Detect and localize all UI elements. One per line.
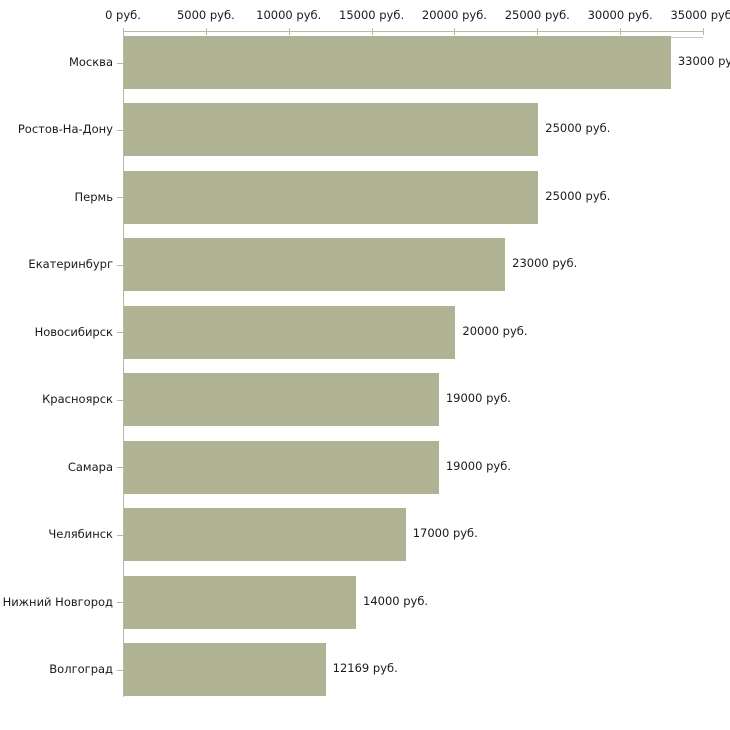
x-axis-line bbox=[123, 31, 703, 32]
x-tick-mark bbox=[372, 28, 373, 35]
bar[interactable] bbox=[124, 440, 439, 494]
category-label: Москва bbox=[68, 55, 113, 69]
bar-value-label: 20000 руб. bbox=[462, 323, 528, 338]
bar[interactable] bbox=[124, 170, 539, 224]
bar[interactable] bbox=[124, 508, 406, 562]
bar-value-label: 33000 руб bbox=[677, 54, 730, 68]
y-tick-mark bbox=[117, 332, 123, 333]
bar-group: Москва 33000 руб bbox=[0, 36, 730, 89]
x-tick-label: 35000 руб. bbox=[670, 8, 730, 22]
y-tick-mark bbox=[117, 130, 123, 131]
category-label: Нижний Новгород bbox=[2, 594, 113, 609]
x-tick-mark bbox=[206, 28, 207, 35]
bar-group: Новосибирск 20000 руб. bbox=[0, 305, 730, 359]
y-axis-line bbox=[123, 31, 124, 697]
bar[interactable] bbox=[124, 643, 326, 697]
bar[interactable] bbox=[124, 373, 439, 427]
bar-value-label: 23000 руб. bbox=[512, 256, 578, 271]
x-tick-label: 25000 руб. bbox=[504, 8, 570, 22]
y-tick-mark bbox=[117, 265, 123, 266]
x-tick-label: 20000 руб. bbox=[421, 8, 487, 22]
x-tick-label: 15000 руб. bbox=[339, 8, 405, 22]
x-tick-label: 0 руб. bbox=[105, 8, 141, 22]
x-tick-label: 10000 руб. bbox=[256, 8, 322, 22]
y-tick-mark bbox=[117, 400, 123, 401]
bar-group: Ростов-На-Дону 25000 руб. bbox=[0, 103, 730, 157]
bar-value-label: 25000 руб. bbox=[545, 121, 611, 136]
category-label: Новосибирск bbox=[34, 324, 113, 339]
bar[interactable] bbox=[124, 36, 671, 89]
y-tick-mark bbox=[117, 535, 123, 536]
y-tick-mark bbox=[117, 467, 123, 468]
bar-group: Красноярск 19000 руб. bbox=[0, 373, 730, 427]
x-tick-label: 5000 руб. bbox=[176, 8, 235, 22]
bar-value-label: 14000 руб. bbox=[363, 593, 429, 608]
y-tick-mark bbox=[117, 197, 123, 198]
bar[interactable] bbox=[124, 103, 539, 157]
x-tick-label: 30000 руб. bbox=[587, 8, 653, 22]
bar-value-label: 19000 руб. bbox=[445, 391, 511, 406]
category-label: Челябинск bbox=[48, 527, 113, 542]
category-label: Ростов-На-Дону bbox=[17, 122, 113, 137]
bar-group: Нижний Новгород 14000 руб. bbox=[0, 575, 730, 629]
bar[interactable] bbox=[124, 575, 356, 629]
category-label: Пермь bbox=[74, 189, 113, 204]
category-label: Екатеринбург bbox=[28, 257, 113, 272]
x-tick-mark bbox=[537, 28, 538, 35]
bar-group: Пермь 25000 руб. bbox=[0, 170, 730, 224]
x-tick-mark bbox=[289, 28, 290, 35]
y-tick-mark bbox=[117, 63, 123, 64]
bar-group: Самара 19000 руб. bbox=[0, 440, 730, 494]
category-label: Волгоград bbox=[49, 662, 113, 677]
bar-value-label: 19000 руб. bbox=[445, 458, 511, 473]
x-tick-mark bbox=[454, 28, 455, 35]
category-label: Самара bbox=[67, 459, 113, 474]
y-tick-mark bbox=[117, 602, 123, 603]
bar-value-label: 12169 руб. bbox=[332, 661, 398, 676]
bar-group: Екатеринбург 23000 руб. bbox=[0, 238, 730, 292]
bar[interactable] bbox=[124, 305, 456, 359]
x-tick-mark bbox=[703, 28, 704, 35]
x-axis: 0 руб. 5000 руб. 10000 руб. 15000 руб. 20000… bbox=[0, 0, 730, 36]
bar-group: Челябинск 17000 руб. bbox=[0, 508, 730, 562]
bar-group: Волгоград 12169 руб. bbox=[0, 643, 730, 697]
category-label: Красноярск bbox=[42, 392, 113, 407]
y-tick-mark bbox=[117, 670, 123, 671]
bar[interactable] bbox=[124, 238, 506, 292]
bar-value-label: 17000 руб. bbox=[412, 526, 478, 541]
x-tick-mark bbox=[620, 28, 621, 35]
bar-value-label: 25000 руб. bbox=[545, 188, 611, 203]
